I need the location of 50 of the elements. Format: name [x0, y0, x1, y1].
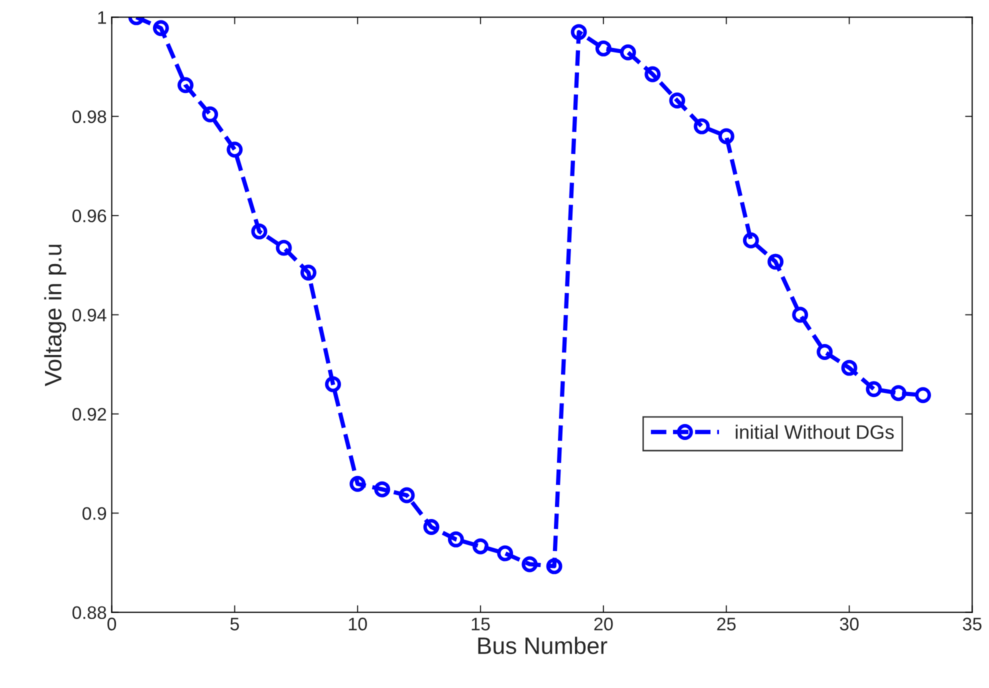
point [300, 264, 316, 281]
y-tick-label: 0.98 [72, 110, 106, 124]
point [694, 118, 710, 134]
point [915, 387, 932, 404]
point [522, 556, 538, 572]
point [841, 360, 858, 376]
point [644, 66, 661, 82]
point [374, 481, 390, 498]
point [866, 381, 882, 398]
y-tick-label: 0.92 [72, 408, 106, 421]
point [546, 558, 562, 574]
y-tick-label: 1 [98, 11, 106, 24]
point [152, 20, 169, 36]
point [398, 487, 415, 504]
y-axis-title: Voltage in p.u [44, 244, 66, 386]
y-tick-label: 0.9 [82, 507, 106, 520]
point [890, 385, 906, 402]
point [350, 476, 366, 492]
point [178, 77, 194, 94]
point [276, 240, 292, 256]
y-tick-label: 0.96 [72, 210, 106, 222]
y-tick-label: 0.88 [72, 606, 106, 620]
x-tick-label: 35 [962, 618, 982, 630]
point [423, 519, 440, 536]
x-tick-label: 25 [717, 618, 736, 630]
x-tick-label: 30 [840, 618, 859, 630]
point [202, 106, 218, 122]
legend-label: initial Without DGs [736, 424, 894, 440]
x-tick-label: 15 [472, 618, 490, 630]
x-tick-label: 0 [107, 618, 116, 630]
x-tick-label: 10 [348, 618, 367, 630]
point [595, 40, 612, 56]
point [742, 232, 759, 248]
point [792, 306, 808, 323]
x-tick-label: 5 [230, 618, 239, 630]
point [669, 92, 686, 108]
point [472, 538, 488, 554]
y-tick-label: 0.94 [72, 308, 106, 322]
x-axis-title: Bus Number [478, 636, 608, 654]
point [718, 128, 734, 144]
x-tick-label: 20 [594, 618, 613, 630]
point [251, 223, 268, 240]
point [816, 344, 833, 360]
point [226, 142, 243, 158]
point [570, 24, 587, 40]
point [620, 44, 636, 60]
point [448, 531, 464, 548]
point [325, 376, 341, 392]
point [497, 545, 514, 562]
point [768, 254, 784, 270]
